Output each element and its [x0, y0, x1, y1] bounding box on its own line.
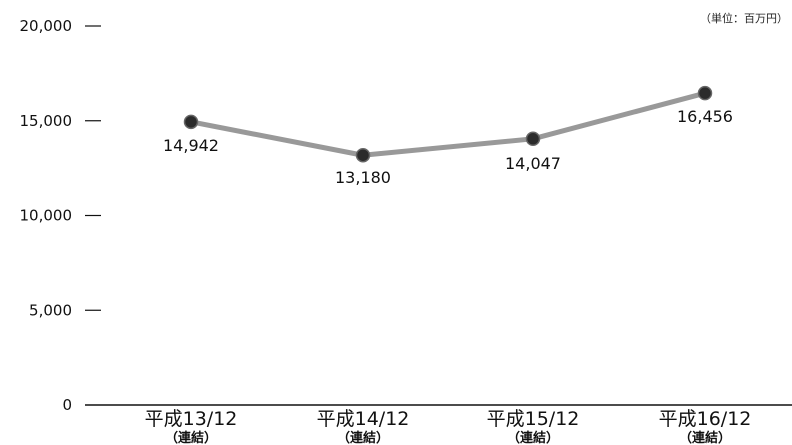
unit-label: （単位：百万円）	[700, 12, 788, 25]
data-label: 14,942	[163, 136, 219, 155]
x-tick-label: 平成15/12	[487, 408, 580, 430]
y-tick-label: 0	[62, 396, 72, 414]
data-point	[525, 131, 541, 147]
series-line-group	[183, 85, 713, 163]
x-tick-sublabel: （連結）	[337, 430, 389, 445]
x-tick-label: 平成16/12	[659, 408, 752, 430]
x-tick-sublabel: （連結）	[507, 430, 559, 445]
y-tick-label: 5,000	[29, 301, 72, 319]
data-label: 16,456	[677, 107, 733, 126]
data-labels: 14,942 13,180 14,047 16,456	[163, 107, 733, 187]
x-tick-sublabel: （連結）	[679, 430, 731, 445]
x-tick-label: 平成13/12	[145, 408, 238, 430]
data-point	[697, 85, 713, 101]
x-axis: 平成13/12（連結）平成14/12（連結）平成15/12（連結）平成16/12…	[85, 404, 792, 445]
data-label: 14,047	[505, 154, 561, 173]
data-label: 13,180	[335, 168, 391, 187]
y-tick-label: 15,000	[20, 112, 73, 130]
series-line	[190, 90, 706, 158]
data-point	[183, 114, 199, 130]
y-tick-label: 10,000	[20, 207, 73, 225]
y-axis: 0 5,000 10,000 15,000 20,000	[20, 17, 101, 414]
x-tick-sublabel: （連結）	[165, 430, 217, 445]
y-tick-label: 20,000	[20, 17, 73, 35]
data-point	[355, 147, 371, 163]
x-tick-label: 平成14/12	[317, 408, 410, 430]
